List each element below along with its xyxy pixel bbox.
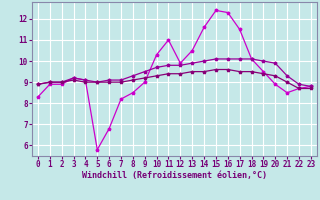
X-axis label: Windchill (Refroidissement éolien,°C): Windchill (Refroidissement éolien,°C) (82, 171, 267, 180)
